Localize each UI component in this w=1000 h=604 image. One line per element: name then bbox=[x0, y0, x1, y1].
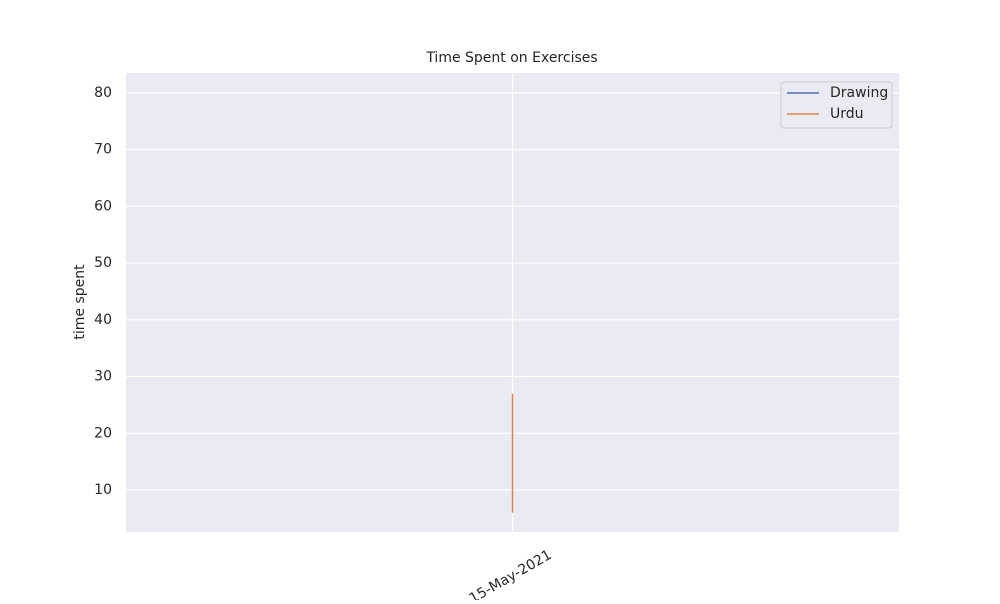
grid: 10 20 30 40 50 60 70 80 15-May-2021 bbox=[94, 73, 899, 604]
x-tick-label: 15-May-2021 bbox=[467, 547, 555, 600]
y-tick-label: 80 bbox=[94, 85, 112, 101]
y-tick-label: 70 bbox=[94, 142, 112, 158]
y-tick-label: 30 bbox=[94, 369, 112, 385]
y-tick-label: 20 bbox=[94, 425, 112, 441]
legend: Drawing Urdu bbox=[780, 81, 893, 129]
chart-title: Time Spent on Exercises bbox=[425, 50, 597, 66]
y-tick-label: 50 bbox=[94, 255, 112, 271]
y-tick-label: 40 bbox=[94, 312, 112, 328]
legend-label: Urdu bbox=[830, 106, 864, 122]
legend-label: Drawing bbox=[830, 85, 888, 101]
y-tick-label: 10 bbox=[94, 482, 112, 498]
y-tick-label: 60 bbox=[94, 198, 112, 214]
y-axis-label: time spent bbox=[72, 264, 88, 340]
